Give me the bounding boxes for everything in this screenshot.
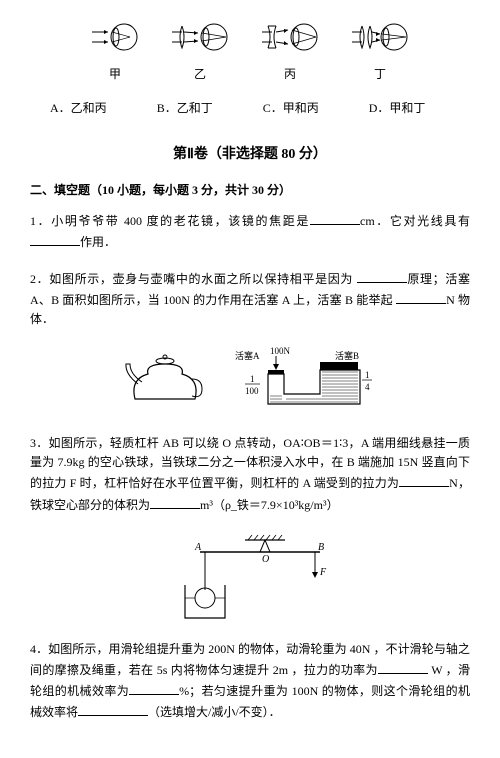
blank (150, 494, 200, 509)
q2-prefix: 2．如图所示，壶身与壶嘴中的水面之所以保持相平是因为 (30, 272, 357, 286)
label-b: B (318, 542, 324, 553)
q1-unit: cm．它对光线具有 (360, 214, 470, 228)
eye-label-1: 甲 (90, 65, 140, 84)
eye-icon-4 (350, 20, 410, 55)
option-b: B．乙和丁 (157, 99, 213, 118)
area-b2: 4 (365, 382, 370, 392)
question-1: 1．小明爷爷带 400 度的老花镜，该镜的焦距是 cm．它对光线具有作用． (30, 210, 470, 252)
eye-item-1: 甲 (90, 20, 140, 84)
option-c-text: 甲和丙 (283, 101, 319, 115)
piston-a-label: 活塞A (235, 350, 260, 361)
teapot-hydraulic-figure: 活塞A 100N 活塞B 1 100 1 4 (120, 344, 380, 424)
lever-figure: A O B F (170, 530, 330, 630)
blank (310, 210, 360, 225)
area-a: 1 (250, 374, 255, 384)
blank (396, 289, 446, 304)
piston-b-label: 活塞B (335, 350, 359, 361)
question-2: 2．如图所示，壶身与壶嘴中的水面之所以保持相平是因为 原理；活塞 A、B 面积如… (30, 268, 470, 330)
eye-icon-3 (260, 20, 320, 55)
options-row: A．乙和丙 B．乙和丁 C．甲和丙 D．甲和丁 (50, 99, 470, 118)
eye-icon-1 (90, 20, 140, 55)
option-c: C．甲和丙 (263, 99, 319, 118)
label-f: F (319, 567, 327, 578)
blank (357, 268, 407, 283)
eye-label-3: 丙 (260, 65, 320, 84)
area-b: 1 (365, 370, 370, 380)
option-a-text: 乙和丙 (71, 101, 107, 115)
eye-diagram-row: 甲 乙 (30, 20, 470, 84)
blank (78, 701, 148, 716)
label-o: O (262, 554, 269, 565)
eye-label-2: 乙 (170, 65, 230, 84)
q1-suffix: 作用． (80, 235, 116, 249)
question-3: 3．如图所示，轻质杠杆 AB 可以绕 O 点转动，OA∶OB＝1∶3，A 端用细… (30, 434, 470, 515)
q4-suffix: （选填增大/减小/不变）． (148, 705, 281, 719)
eye-item-3: 丙 (260, 20, 320, 84)
eye-item-4: 丁 (350, 20, 410, 84)
option-a: A．乙和丙 (50, 99, 107, 118)
label-a: A (194, 542, 202, 553)
section-title: 第Ⅱ卷（非选择题 80 分） (30, 144, 470, 166)
area-a2: 100 (245, 386, 259, 396)
blank (129, 680, 179, 695)
blank (30, 231, 80, 246)
option-b-text: 乙和丁 (177, 101, 213, 115)
eye-label-4: 丁 (350, 65, 410, 84)
eye-icon-2 (170, 20, 230, 55)
option-d-text: 甲和丁 (389, 101, 425, 115)
blank (378, 659, 428, 674)
q1-prefix: 1．小明爷爷带 400 度的老花镜，该镜的焦距是 (30, 214, 310, 228)
blank (399, 472, 449, 487)
fill-header: 二、填空题（10 小题，每小题 3 分，共计 30 分） (30, 181, 470, 200)
option-d: D．甲和丁 (369, 99, 426, 118)
question-4: 4．如图所示，用滑轮组提升重为 200N 的物体，动滑轮重为 40N ，不计滑轮… (30, 640, 470, 723)
eye-item-2: 乙 (170, 20, 230, 84)
q3-suffix: m³（ρ_铁＝7.9×10³kg/m³） (200, 498, 339, 512)
force-label: 100N (270, 346, 291, 356)
